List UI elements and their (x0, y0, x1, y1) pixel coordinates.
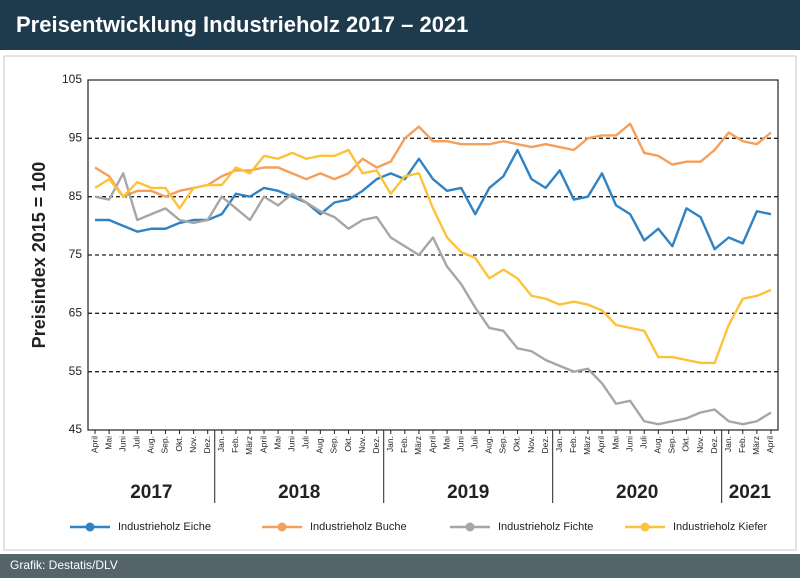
x-tick-label: Nov. (357, 436, 367, 453)
x-tick-label: Feb. (230, 436, 240, 453)
y-tick-label: 85 (69, 189, 83, 203)
x-tick-label: Juni (455, 436, 465, 452)
legend-label: Industrieholz Eiche (118, 521, 211, 533)
y-tick-label: 105 (62, 72, 82, 86)
x-tick-label: Juli (469, 436, 479, 449)
x-tick-label: Feb. (568, 436, 578, 453)
x-tick-label: Dez. (371, 436, 381, 453)
x-tick-label: Juli (301, 436, 311, 449)
x-tick-label: Feb. (737, 436, 747, 453)
series-line (94, 148, 772, 365)
x-tick-label: Dez. (540, 436, 550, 453)
x-tick-label: April (765, 436, 775, 453)
x-tick-label: Aug. (146, 436, 156, 454)
y-tick-label: 45 (69, 422, 83, 436)
panel (3, 55, 797, 551)
x-tick-label: März (413, 436, 423, 455)
x-tick-label: Mai (610, 436, 620, 450)
source: Grafik: Destatis/DLV (10, 558, 118, 572)
x-tick-label: Sep. (160, 436, 170, 454)
x-tick-label: Aug. (653, 436, 663, 454)
legend-label: Industrieholz Kiefer (673, 521, 767, 533)
x-tick-label: Jan. (385, 436, 395, 452)
x-tick-label: Juli (132, 436, 142, 449)
legend-marker (277, 522, 287, 532)
header-bar (0, 0, 800, 50)
legend-marker (640, 522, 650, 532)
x-tick-label: Juli (638, 436, 648, 449)
year-label: 2021 (729, 482, 772, 503)
x-tick-label: Dez. (202, 436, 212, 453)
y-tick-label: 65 (69, 306, 83, 320)
chart-title: Preisentwicklung Industrieholz 2017 – 20… (16, 12, 468, 37)
x-tick-label: Sep. (329, 436, 339, 454)
x-tick-label: Okt. (681, 436, 691, 452)
year-label: 2020 (616, 482, 658, 503)
x-tick-label: April (258, 436, 268, 453)
x-tick-label: Juni (286, 436, 296, 452)
x-tick-label: April (427, 436, 437, 453)
x-tick-label: Okt. (343, 436, 353, 452)
x-tick-label: Dez. (709, 436, 719, 453)
x-tick-label: Nov. (188, 436, 198, 453)
x-tick-label: April (596, 436, 606, 453)
legend-label: Industrieholz Fichte (498, 521, 593, 533)
x-tick-label: Mai (441, 436, 451, 450)
series-line (94, 172, 772, 426)
x-tick-label: Jan. (554, 436, 564, 452)
x-tick-label: Nov. (695, 436, 705, 453)
x-tick-label: Juni (117, 436, 127, 452)
x-tick-label: Mai (272, 436, 282, 450)
x-tick-label: März (751, 436, 761, 455)
x-tick-label: März (244, 436, 254, 455)
legend-marker (85, 522, 95, 532)
x-tick-label: Aug. (315, 436, 325, 454)
y-tick-label: 75 (69, 247, 83, 261)
x-tick-label: Mai (103, 436, 113, 450)
x-tick-label: Okt. (512, 436, 522, 452)
legend-label: Industrieholz Buche (310, 521, 407, 533)
x-tick-label: März (582, 436, 592, 455)
y-axis-label: Preisindex 2015 = 100 (29, 162, 49, 349)
x-tick-label: April (89, 436, 99, 453)
x-tick-label: Sep. (667, 436, 677, 454)
legend-marker (465, 522, 475, 532)
year-label: 2017 (130, 482, 172, 503)
year-label: 2018 (278, 482, 320, 503)
x-tick-label: Juni (624, 436, 634, 452)
year-label: 2019 (447, 482, 489, 503)
x-tick-label: Feb. (399, 436, 409, 453)
footer-bar (0, 554, 800, 578)
x-tick-label: Nov. (526, 436, 536, 453)
x-tick-label: Okt. (174, 436, 184, 452)
x-tick-label: Sep. (498, 436, 508, 454)
x-tick-label: Jan. (723, 436, 733, 452)
x-tick-label: Jan. (216, 436, 226, 452)
x-tick-label: Aug. (484, 436, 494, 454)
y-tick-label: 55 (69, 364, 83, 378)
y-tick-label: 95 (69, 131, 83, 145)
